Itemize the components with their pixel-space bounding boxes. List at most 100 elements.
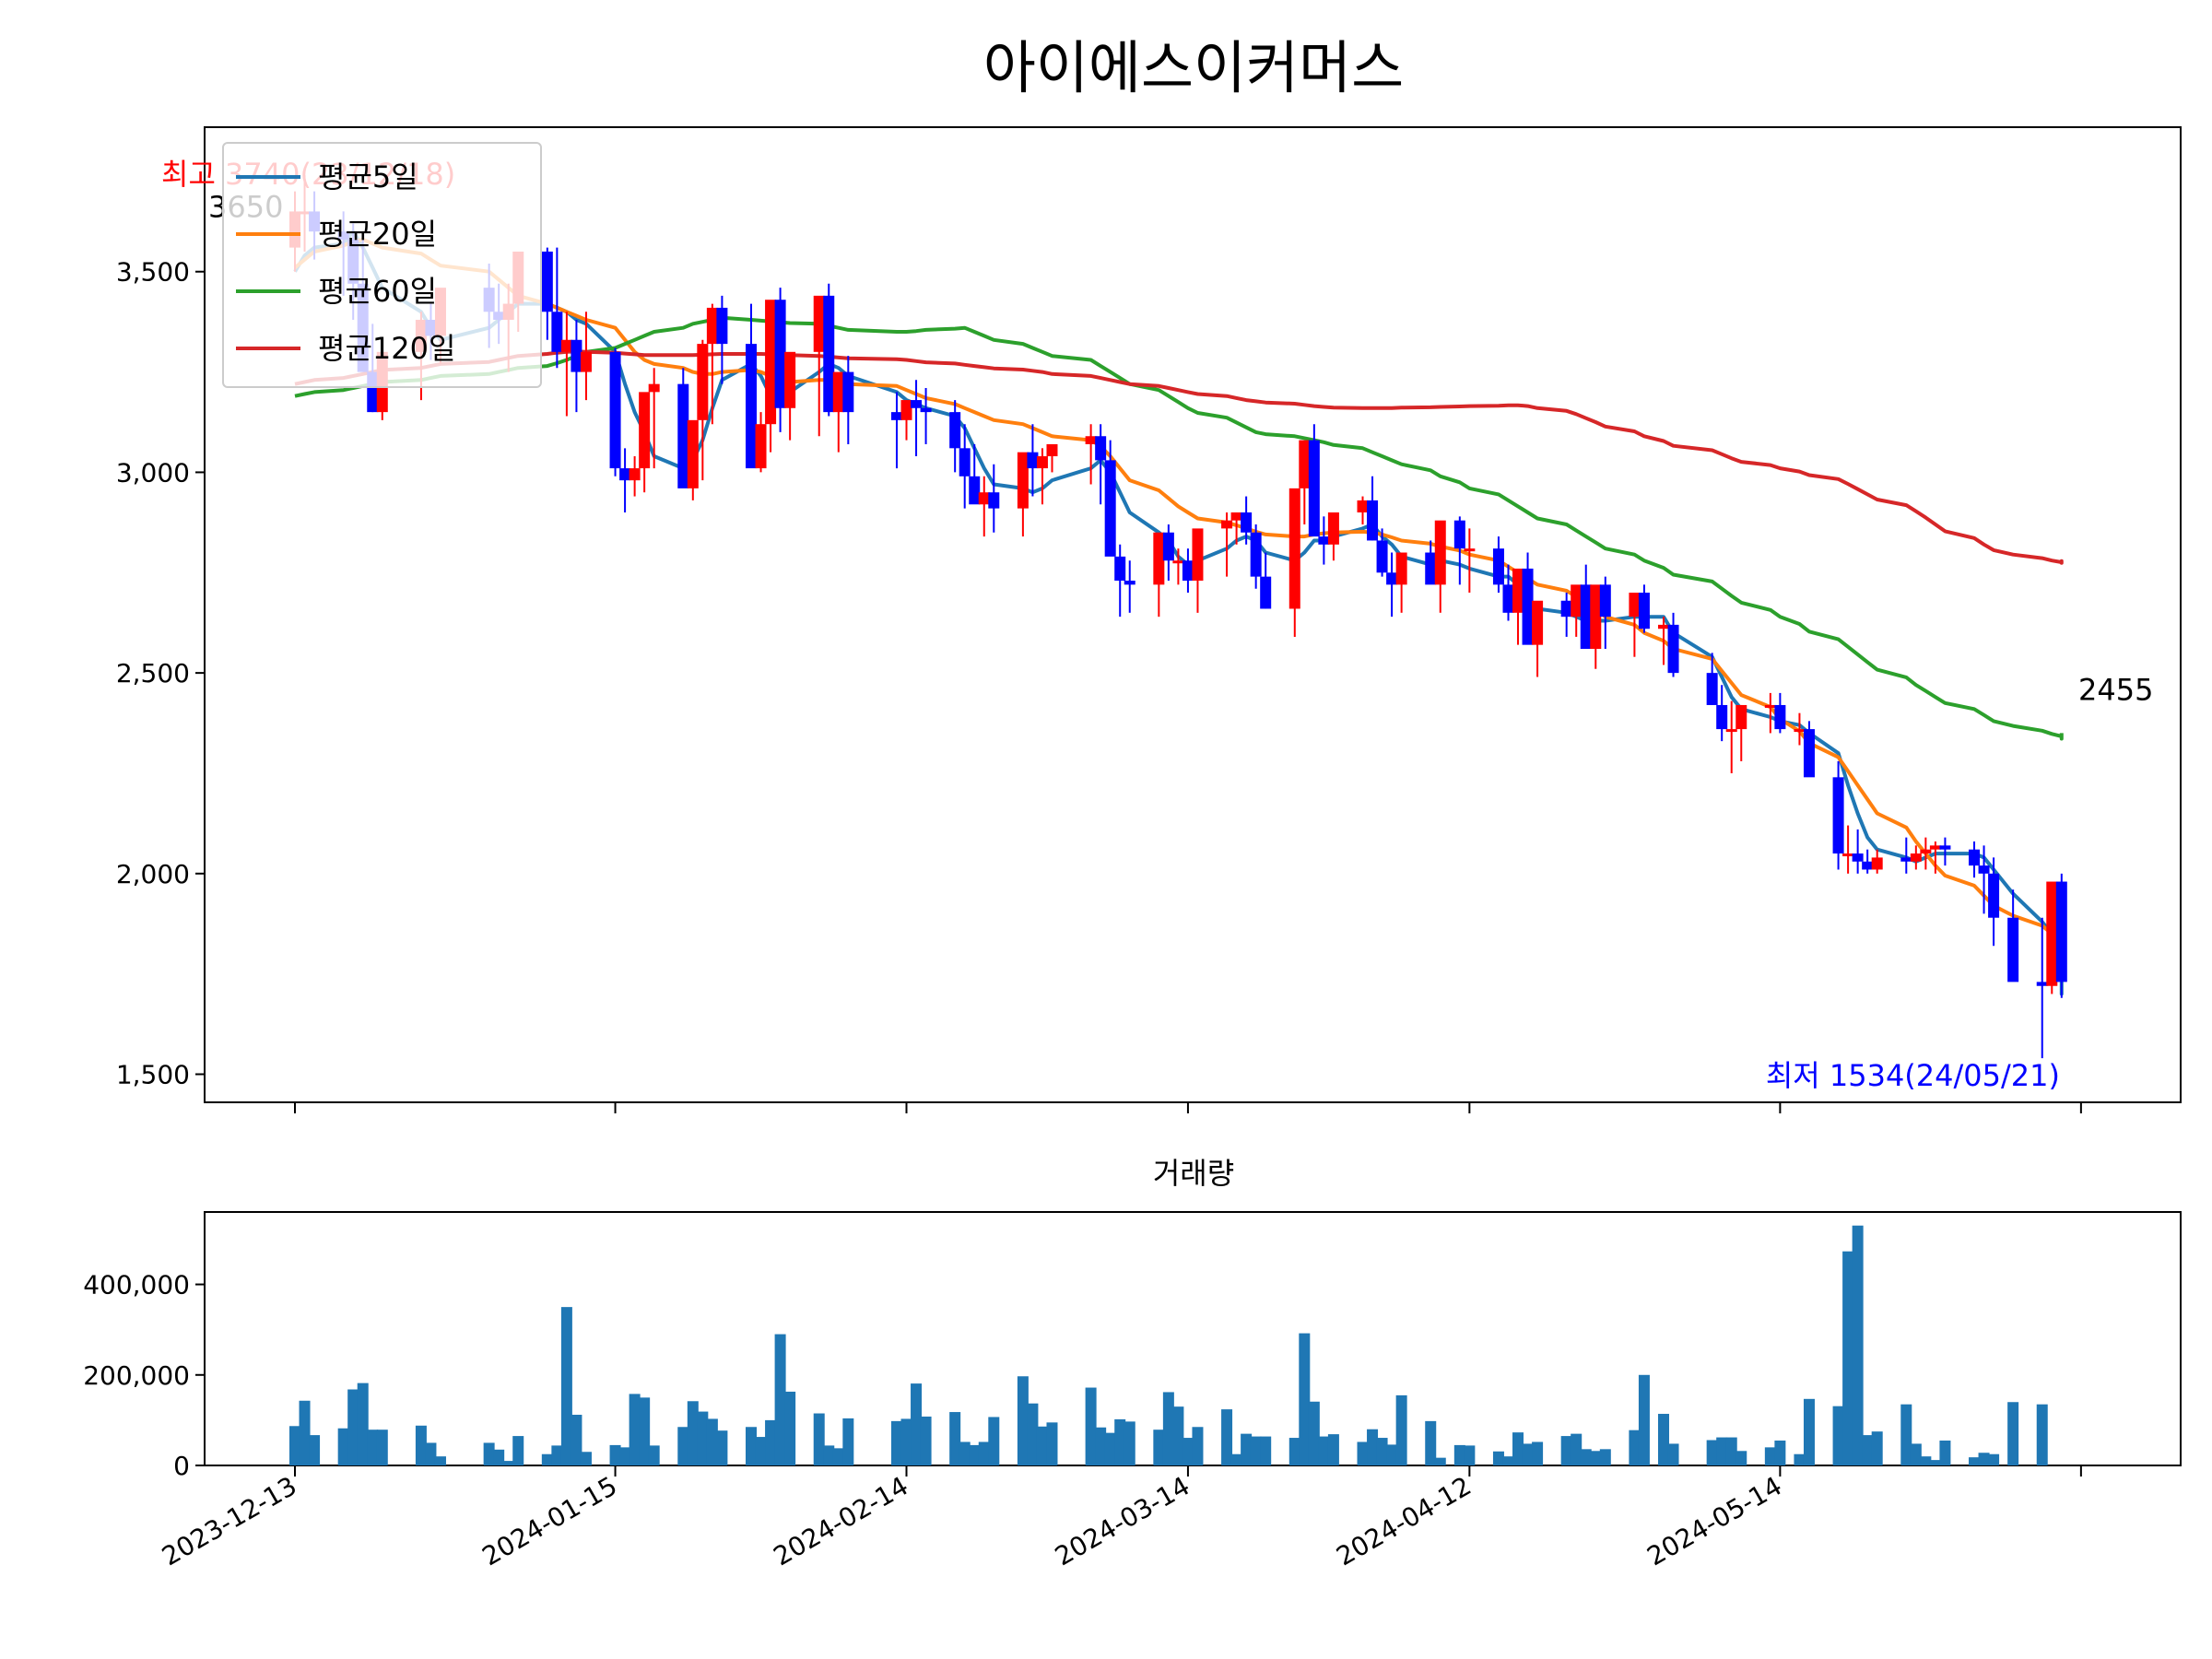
volume-x-tick-label: 2024-04-12: [1331, 1470, 1476, 1571]
candle: [978, 476, 990, 537]
volume-x-tick-label: 2023-12-13: [157, 1470, 301, 1571]
candle-body: [1318, 536, 1330, 545]
candle: [1464, 528, 1476, 594]
candle-body: [755, 424, 767, 469]
volume-bar: [1395, 1394, 1407, 1465]
candle-body: [639, 392, 651, 469]
price-y-tick-label: 2,500: [116, 658, 190, 688]
price-y-axis: 1,500 2,000 2,500 3,000 3,500: [116, 257, 205, 1090]
candle-body: [1862, 861, 1874, 870]
volume-bar: [1832, 1406, 1844, 1465]
volume-bar: [1774, 1440, 1786, 1465]
volume-bar: [357, 1382, 369, 1465]
candle-body: [1172, 560, 1184, 564]
candle: [1706, 653, 1718, 705]
volume-y-tick-label: 0: [173, 1451, 190, 1481]
legend-label-ma20: 평균20일: [318, 217, 437, 252]
candle-body: [1182, 560, 1194, 581]
volume-bar: [1376, 1438, 1388, 1465]
volume-bar: [774, 1334, 786, 1465]
candle: [619, 448, 631, 512]
volume-y-axis: 0 200,000 400,000: [83, 1270, 205, 1481]
legend-item-ma60: 평균60일: [236, 274, 437, 309]
candle-body: [1395, 552, 1407, 585]
volume-x-tick-label: 2024-05-14: [1641, 1470, 1786, 1571]
candle-body: [1036, 456, 1048, 469]
volume-bar: [784, 1391, 796, 1465]
candle-body: [580, 351, 592, 372]
legend-item-ma20: 평균20일: [236, 217, 437, 252]
candle: [920, 388, 932, 444]
volume-bar: [1900, 1404, 1912, 1465]
candle-body: [1667, 624, 1679, 674]
candle: [1832, 760, 1844, 870]
candle-body: [609, 351, 621, 469]
candle-body: [1794, 729, 1806, 733]
candle-body: [1716, 704, 1728, 730]
volume-bar: [1299, 1333, 1311, 1465]
volume-y-tick-label: 200,000: [83, 1360, 190, 1391]
candle: [1862, 849, 1874, 874]
candle-body: [842, 371, 854, 413]
volume-bar: [1560, 1436, 1572, 1465]
candle-body: [813, 295, 825, 352]
candle-body: [1532, 600, 1544, 645]
volume-bar: [687, 1401, 699, 1465]
candle-body: [1299, 440, 1311, 488]
candle-body: [1988, 873, 2000, 918]
volume-bar: [842, 1418, 854, 1465]
candle: [911, 380, 923, 457]
candle-body: [619, 468, 631, 481]
candle: [765, 300, 777, 453]
candle: [1725, 700, 1737, 773]
candle: [1492, 536, 1504, 594]
candle: [1969, 841, 1981, 878]
volume-bar: [1434, 1457, 1446, 1465]
candle: [1367, 476, 1379, 541]
candle-body: [1580, 584, 1592, 650]
candle: [609, 347, 621, 477]
price-x-ticks: [294, 1102, 2082, 1113]
volume-bar: [978, 1441, 990, 1465]
volume-bar: [337, 1428, 349, 1465]
candle-body: [1288, 488, 1300, 609]
candle: [1153, 532, 1165, 618]
candle-body: [1386, 572, 1398, 585]
volume-bar: [415, 1425, 427, 1465]
candle-body: [551, 312, 563, 352]
candle-body: [648, 383, 660, 393]
volume-bar: [1357, 1441, 1369, 1465]
volume-bar: [571, 1415, 582, 1465]
candle-body: [746, 344, 757, 469]
candle-body: [2046, 881, 2058, 986]
candle-body: [1114, 556, 1126, 581]
volume-bar: [1910, 1443, 1922, 1465]
candle: [1036, 448, 1048, 505]
candle-body: [988, 492, 1000, 509]
volume-bar: [920, 1416, 932, 1465]
candle-body: [560, 339, 572, 352]
legend-label-ma60: 평균60일: [318, 274, 437, 309]
volume-bar: [1017, 1376, 1029, 1465]
volume-bar: [2007, 1402, 2019, 1465]
candle: [697, 339, 709, 481]
volume-x-axis: 2023-12-13 2024-01-15 2024-02-14 2024-03-14…: [157, 1465, 2082, 1571]
candle: [1978, 845, 1990, 914]
volume-bar: [289, 1426, 300, 1465]
candle: [1532, 600, 1544, 677]
candle: [1512, 568, 1524, 645]
candle: [706, 303, 718, 425]
volume-bar: [1172, 1406, 1184, 1465]
candle-body: [1367, 500, 1379, 541]
volume-x-tick-label: 2024-03-14: [1050, 1470, 1194, 1571]
price-y-tick-label: 3,500: [116, 257, 190, 288]
volume-bar: [755, 1437, 767, 1465]
candle-body: [1842, 853, 1854, 857]
candle-body: [1250, 532, 1262, 577]
candle: [1735, 704, 1747, 761]
legend-label-ma5: 평균5일: [318, 159, 418, 194]
candle: [1104, 440, 1116, 557]
legend-box: [222, 142, 542, 388]
candle-body: [1492, 548, 1504, 585]
candle: [1192, 528, 1204, 613]
